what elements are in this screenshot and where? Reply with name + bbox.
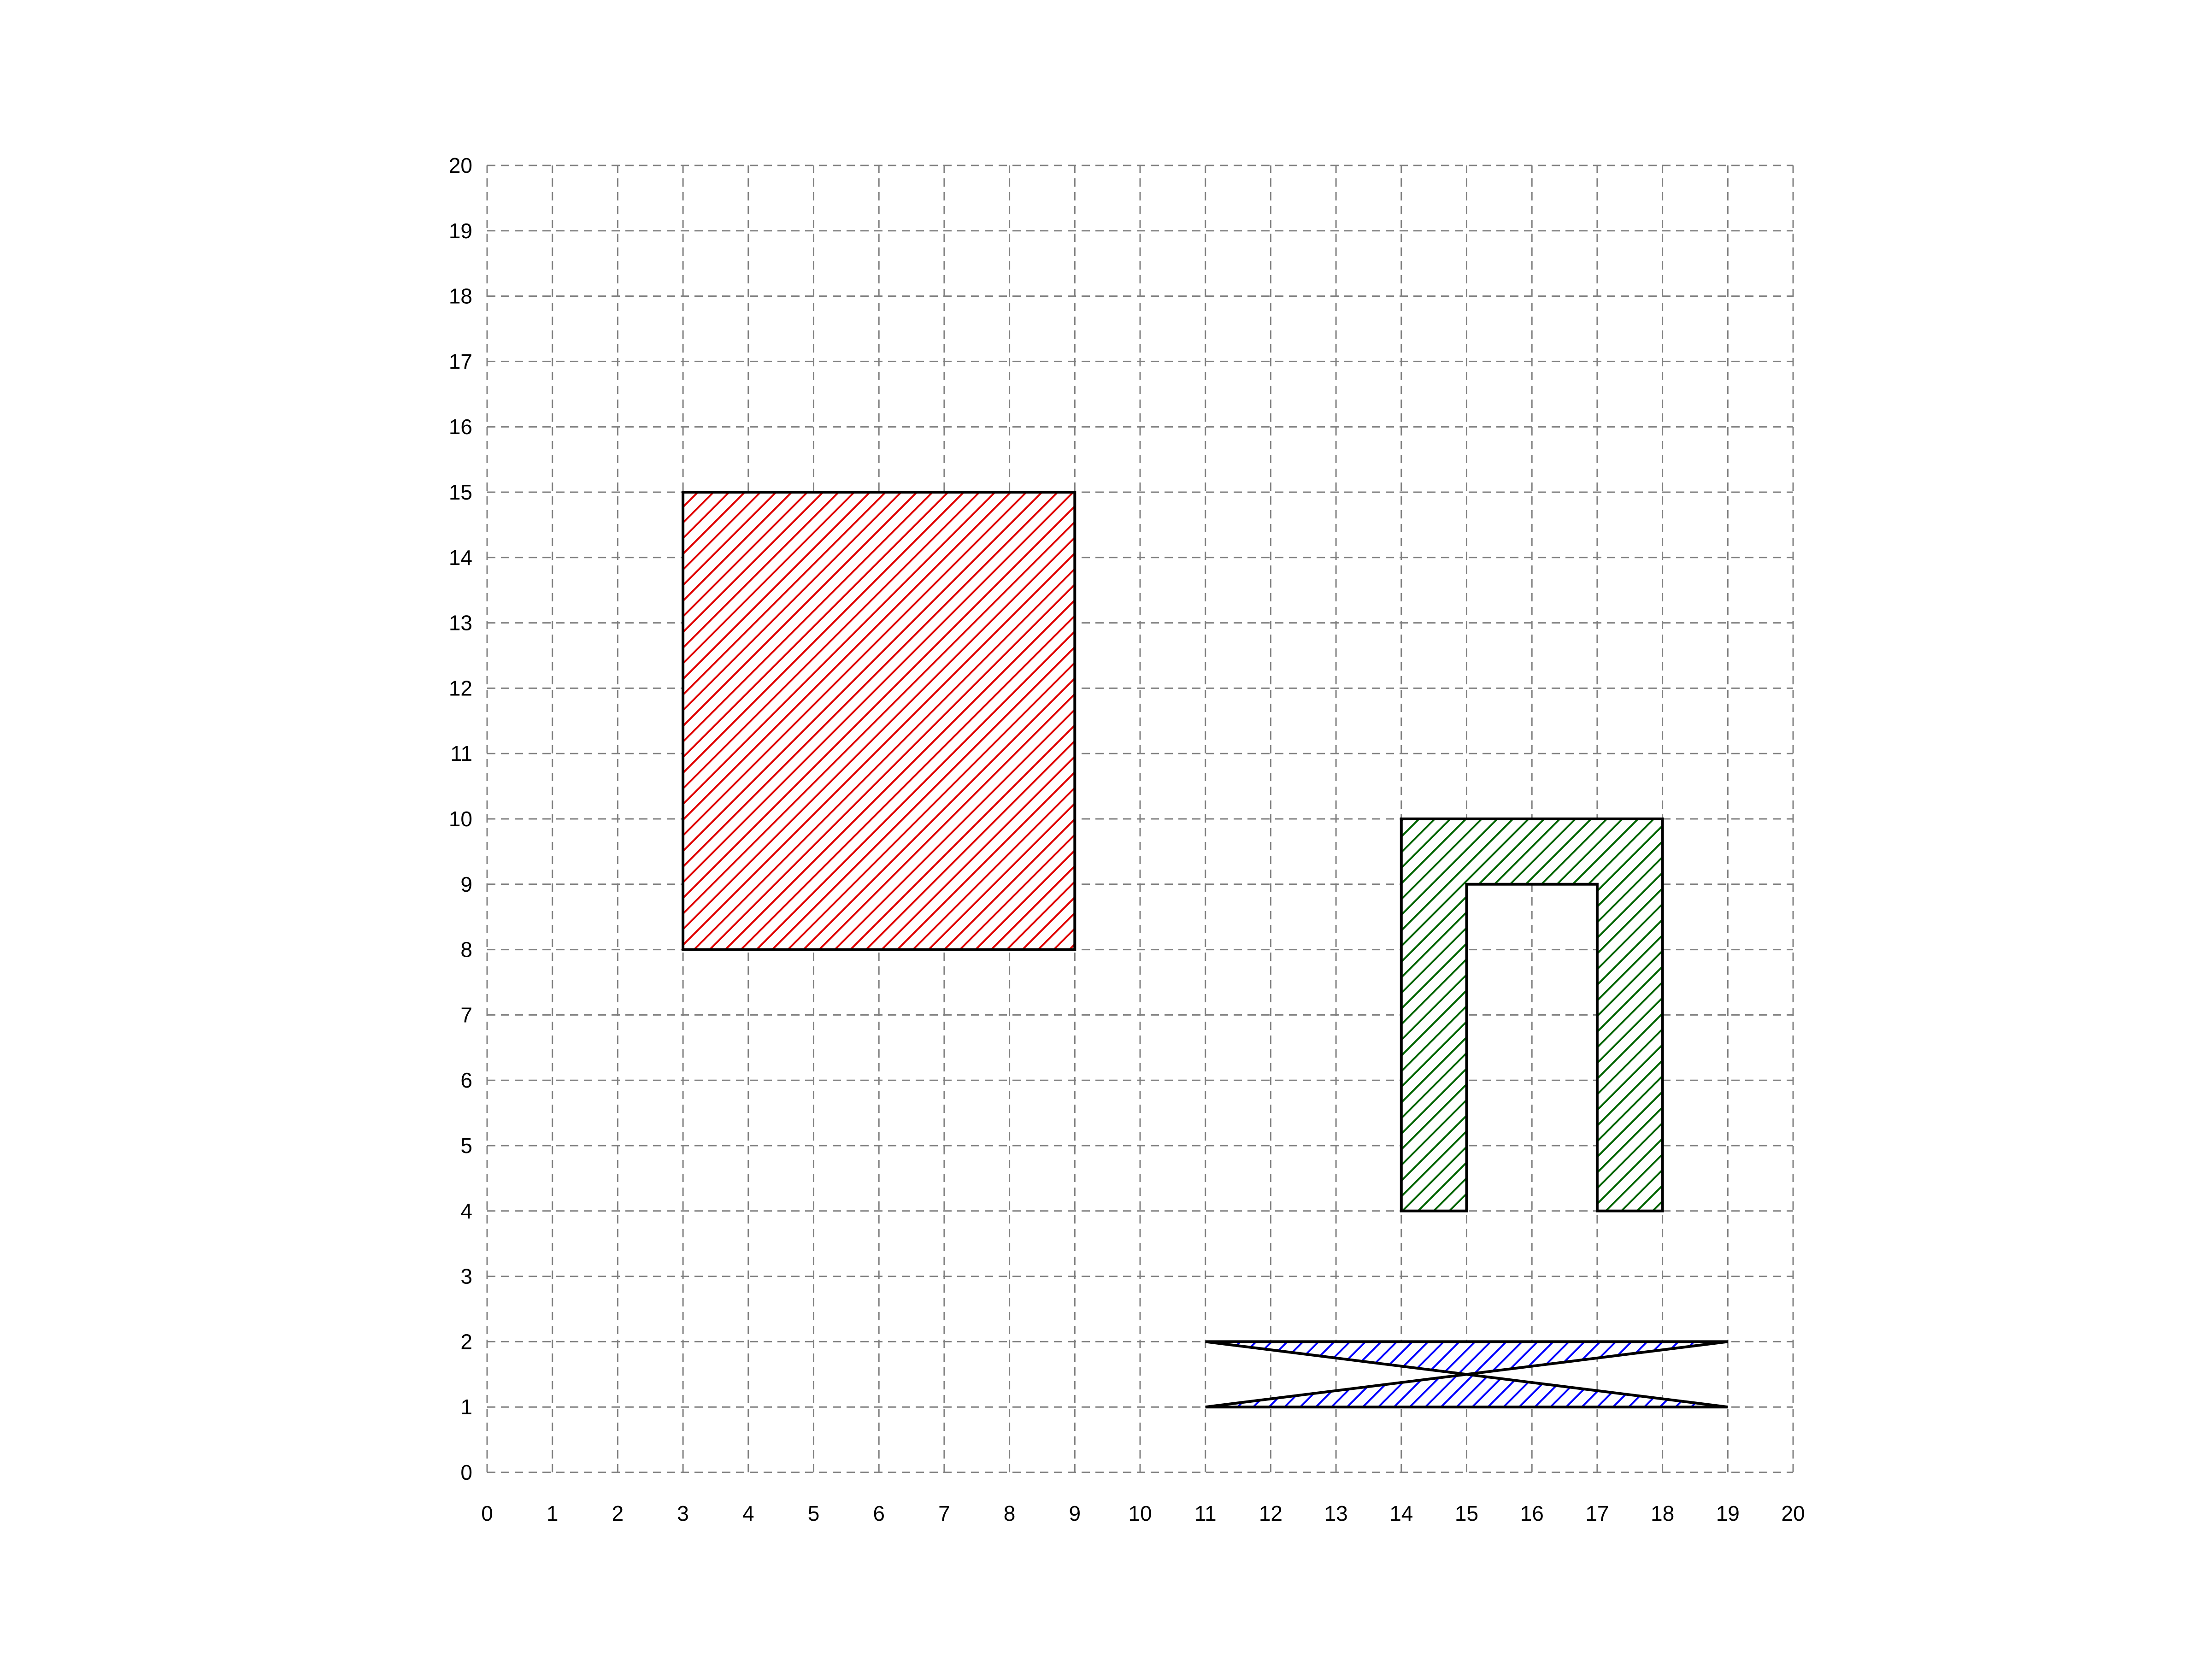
x-tick-label: 6 xyxy=(873,1501,885,1525)
x-tick-label: 17 xyxy=(1585,1501,1609,1525)
y-tick-label: 20 xyxy=(449,153,472,177)
x-tick-label: 3 xyxy=(677,1501,689,1525)
x-tick-label: 0 xyxy=(481,1501,493,1525)
y-tick-label: 12 xyxy=(449,676,472,700)
y-tick-label: 3 xyxy=(460,1265,472,1288)
y-tick-label: 5 xyxy=(460,1134,472,1158)
y-tick-label: 14 xyxy=(449,546,472,570)
green-u-shape xyxy=(1400,818,1664,1212)
y-tick-label: 9 xyxy=(460,872,472,896)
y-tick-label: 11 xyxy=(450,741,472,765)
y-tick-label: 18 xyxy=(449,284,472,308)
y-tick-label: 4 xyxy=(460,1199,472,1223)
x-tick-label: 7 xyxy=(938,1501,950,1525)
y-tick-label: 19 xyxy=(449,219,472,243)
x-tick-label: 8 xyxy=(1004,1501,1016,1525)
y-tick-label: 15 xyxy=(449,480,472,504)
y-tick-label: 6 xyxy=(460,1068,472,1092)
y-tick-label: 0 xyxy=(460,1460,472,1484)
x-tick-label: 9 xyxy=(1069,1501,1081,1525)
x-tick-label: 11 xyxy=(1194,1501,1217,1525)
y-tick-label: 17 xyxy=(449,349,472,373)
x-tick-label: 16 xyxy=(1520,1501,1544,1525)
x-tick-label: 20 xyxy=(1781,1501,1805,1525)
x-tick-label: 4 xyxy=(742,1501,754,1525)
red-rectangle xyxy=(682,491,1077,951)
x-tick-label: 15 xyxy=(1455,1501,1478,1525)
x-tick-label: 5 xyxy=(808,1501,820,1525)
x-tick-label: 10 xyxy=(1128,1501,1152,1525)
x-tick-label: 1 xyxy=(547,1501,559,1525)
y-tick-label: 7 xyxy=(460,1003,472,1027)
blue-bowtie xyxy=(1205,1340,1728,1409)
x-tick-label: 18 xyxy=(1651,1501,1674,1525)
y-tick-label: 16 xyxy=(449,415,472,439)
x-tick-label: 14 xyxy=(1389,1501,1413,1525)
x-tick-label: 19 xyxy=(1716,1501,1740,1525)
y-tick-label: 2 xyxy=(460,1330,472,1353)
x-tick-label: 2 xyxy=(612,1501,624,1525)
x-tick-label: 13 xyxy=(1324,1501,1348,1525)
x-tick-label: 12 xyxy=(1259,1501,1282,1525)
x-axis-tick-labels: 0 1 2 3 4 5 6 7 8 9 10 11 12 13 14 15 16 17 18 19 20 xyxy=(481,1501,1805,1525)
y-tick-label: 13 xyxy=(449,611,472,635)
y-tick-label: 10 xyxy=(449,807,472,831)
shapes-layer xyxy=(682,491,1728,1409)
y-tick-label: 1 xyxy=(460,1395,472,1419)
y-tick-label: 8 xyxy=(460,938,472,962)
